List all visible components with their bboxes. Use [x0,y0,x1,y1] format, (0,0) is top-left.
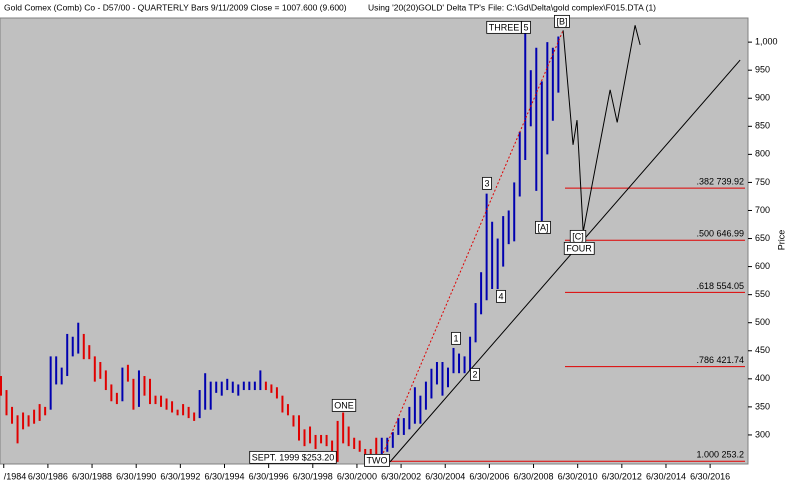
annotation-box [364,453,390,467]
fib-label: .500 646.99 [696,229,744,239]
y-tick-label: 600 [755,261,770,271]
annotation: FOUR [566,243,592,253]
annotation-box [331,398,357,412]
annotation: [C] [572,231,584,241]
annotation: [A] [537,222,548,232]
fib-label: .786 421.74 [696,355,744,365]
annotation: 2 [472,369,477,379]
y-tick-label: 450 [755,345,770,355]
annotation-box [482,176,492,190]
y-tick-label: 850 [755,121,770,131]
x-tick-label: /1984 [4,471,27,481]
x-tick-label: 6/30/1990 [116,471,156,481]
y-axis-label: Price [776,230,786,251]
x-tick-label: 6/30/2016 [690,471,730,481]
plot-area [0,17,749,465]
y-tick-label: 900 [755,93,770,103]
x-tick-label: 6/30/2000 [337,471,377,481]
annotation-box [554,14,570,28]
header-text: Gold Comex (Comb) Co - D57/00 - QUARTERL… [4,2,347,12]
x-tick-label: 6/30/2010 [558,471,598,481]
header-text: Using '20(20)GOLD' Delta TP's [368,2,485,12]
header-text: File: C:\Gd\Delta\gold complex\F015.DTA … [488,2,656,12]
annotation-box [249,450,337,464]
annotation: 4 [498,291,503,301]
annotation-box [496,289,506,303]
fib-label: .618 554.05 [696,281,744,291]
x-tick-label: 6/30/1988 [72,471,112,481]
x-tick-label: 6/30/1992 [160,471,200,481]
annotation: [B] [556,16,567,26]
x-tick-label: 6/30/1996 [249,471,289,481]
y-tick-label: 700 [755,205,770,215]
x-tick-label: 6/30/2014 [646,471,686,481]
annotation: SEPT. 1999 $253.20 [252,452,335,462]
x-tick-label: 6/30/1998 [293,471,333,481]
annotation-box [521,20,531,34]
y-tick-label: 1,000 [755,37,778,47]
annotation: THREE [489,22,520,32]
annotation: 3 [484,178,489,188]
y-tick-label: 800 [755,149,770,159]
y-tick-label: 750 [755,177,770,187]
annotation: TWO [367,455,388,465]
annotation-box [470,367,480,381]
y-tick-label: 300 [755,429,770,439]
x-tick-label: 6/30/1986 [28,471,68,481]
y-tick-label: 350 [755,401,770,411]
y-tick-label: 400 [755,373,770,383]
annotation: ONE [334,400,354,410]
x-tick-label: 6/30/2008 [514,471,554,481]
annotation: 5 [523,22,528,32]
y-tick-label: 950 [755,65,770,75]
annotation-box [451,331,461,345]
projection-path [562,25,641,232]
trend-line [389,59,741,463]
x-tick-label: 6/30/2002 [381,471,421,481]
channel-line [379,30,564,461]
annotation: 1 [453,333,458,343]
fib-label: .382 739.92 [696,176,744,186]
y-tick-label: 500 [755,317,770,327]
y-tick-label: 650 [755,233,770,243]
annotation-box [535,220,551,234]
fib-label: 1.000 253.2 [696,450,744,460]
x-tick-label: 6/30/2006 [469,471,509,481]
x-tick-label: 6/30/2012 [602,471,642,481]
annotation-box [563,241,595,255]
x-tick-label: 6/30/2004 [425,471,465,481]
x-tick-label: 6/30/1994 [204,471,244,481]
y-tick-label: 550 [755,289,770,299]
